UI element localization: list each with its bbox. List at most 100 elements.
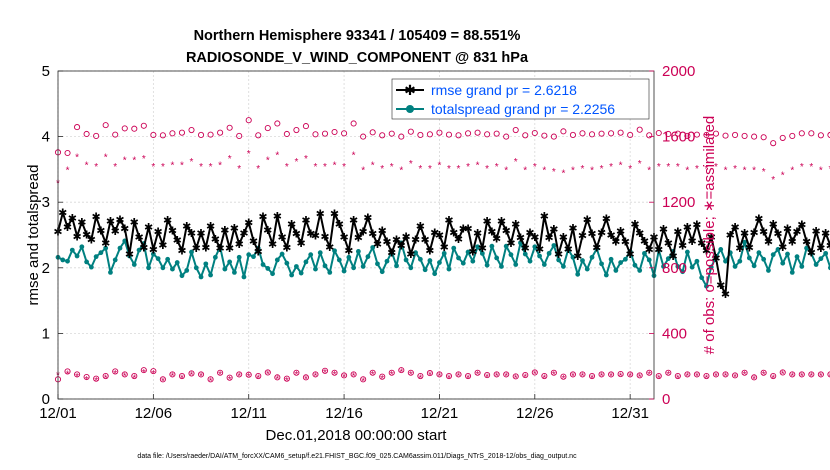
rmse-point: ✱ — [187, 228, 196, 240]
obs-possible-point — [74, 124, 81, 131]
obs-assimilated-point: * — [380, 164, 384, 175]
obs-assimilated-point: * — [199, 162, 203, 173]
rmse-point: ✱ — [182, 221, 191, 233]
obs-assimilated-point: * — [457, 164, 461, 175]
obs-assimilated-point: * — [781, 170, 785, 181]
rmse-point: ✱ — [139, 242, 148, 254]
totalspread-point — [513, 262, 519, 267]
rmse-point: ✱ — [220, 225, 229, 237]
totalspread-point — [575, 271, 581, 277]
obs-assimilated-point: * — [342, 162, 346, 173]
obs-possible-point — [703, 131, 710, 139]
rmse-point: ✱ — [406, 249, 415, 261]
totalspread-point — [456, 255, 461, 261]
totalspread-point — [170, 266, 175, 272]
rmse-point: ✱ — [816, 243, 825, 255]
rmse-point: ✱ — [68, 213, 77, 225]
obs-assimilated-point: * — [409, 370, 413, 381]
rmse-point: ✱ — [201, 242, 210, 254]
obs-assimilated-point: * — [380, 374, 384, 385]
legend-box — [391, 78, 650, 120]
rmse-point: ✱ — [106, 216, 115, 228]
totalspread-point — [522, 251, 528, 257]
totalspread-point — [136, 247, 142, 253]
totalspread-point — [541, 262, 547, 267]
obs-assimilated-point: * — [561, 374, 565, 385]
totalspread-point — [746, 255, 752, 261]
obs-possible-point — [779, 369, 786, 376]
totalspread-point — [422, 267, 428, 273]
obs-assimilated-point: * — [485, 164, 489, 175]
rmse-point: ✱ — [621, 237, 630, 249]
rmse-point: ✱ — [783, 223, 792, 235]
y-right-tick-label: 0 — [662, 391, 670, 408]
obs-assimilated-point: * — [542, 165, 546, 176]
obs-assimilated-point: * — [247, 149, 251, 160]
obs-assimilated-point: * — [666, 162, 670, 173]
totalspread-point — [208, 272, 213, 278]
rmse-point: ✱ — [702, 246, 711, 258]
obs-possible-point — [722, 371, 729, 378]
rmse-point: ✱ — [544, 233, 553, 245]
totalspread-point — [150, 251, 156, 257]
totalspread-point — [460, 260, 466, 266]
obs-assimilated-point: * — [266, 156, 270, 167]
obs-possible-point — [302, 123, 309, 130]
obs-possible-point — [455, 132, 462, 139]
totalspread-point — [665, 256, 671, 262]
y-axis-left-label: rmse and totalspread — [25, 165, 42, 306]
rmse-point: ✱ — [549, 224, 558, 236]
rmse-point: ✱ — [788, 237, 797, 249]
chart-title-line2: RADIOSONDE_V_WIND_COMPONENT @ 831 hPa — [186, 50, 529, 66]
totalspread-point — [766, 268, 771, 273]
totalspread-point — [684, 249, 690, 255]
obs-assimilated-point: * — [447, 164, 451, 175]
totalspread-point — [813, 262, 819, 267]
x-tick-label: 12/16 — [325, 405, 363, 422]
obs-possible-point — [445, 131, 453, 138]
obs-possible-point — [64, 149, 71, 157]
totalspread-point — [241, 274, 247, 280]
rmse-point: ✱ — [606, 230, 615, 242]
obs-possible-point — [417, 131, 424, 139]
obs-assimilated-point: * — [180, 373, 184, 384]
rmse-point: ✱ — [554, 249, 563, 261]
obs-possible-point — [732, 131, 739, 139]
obs-possible-point — [74, 371, 81, 378]
totalspread-point — [74, 253, 80, 259]
rmse-point: ✱ — [397, 240, 406, 252]
obs-possible-point — [464, 372, 472, 380]
obs-possible-point — [674, 130, 681, 137]
rmse-point: ✱ — [163, 215, 172, 227]
obs-possible-point — [608, 130, 615, 137]
obs-assimilated-point: * — [647, 370, 651, 381]
plot-frame — [57, 70, 655, 400]
rmse-point: ✱ — [807, 248, 816, 260]
totalspread-point — [298, 270, 304, 276]
rmse-point: ✱ — [211, 234, 220, 246]
obs-assimilated-point: * — [418, 373, 422, 384]
totalspread-point — [303, 259, 309, 265]
totalspread-point — [336, 257, 342, 263]
rmse-point: ✱ — [216, 243, 225, 255]
obs-possible-point — [83, 373, 90, 381]
totalspread-point — [184, 268, 190, 273]
totalspread-point — [437, 260, 442, 265]
rmse-point: ✱ — [492, 233, 501, 245]
obs-assimilated-point: * — [75, 152, 79, 163]
rmse-point: ✱ — [401, 231, 410, 243]
obs-possible-point — [531, 129, 538, 137]
rmse-point: ✱ — [101, 238, 110, 250]
totalspread-point — [732, 264, 738, 269]
obs-possible-point — [150, 131, 157, 139]
obs-possible-point — [636, 372, 643, 379]
obs-possible-point — [617, 371, 624, 378]
legend-spread-label: totalspread grand pr = 2.2256 — [431, 101, 615, 117]
obs-possible-point — [493, 130, 500, 137]
totalspread-point — [637, 268, 643, 273]
obs-assimilated-point: * — [685, 165, 689, 176]
totalspread-point — [317, 250, 323, 256]
obs-possible-point — [503, 133, 510, 140]
rmse-point: ✱ — [349, 215, 358, 227]
obs-possible-point — [197, 371, 205, 378]
